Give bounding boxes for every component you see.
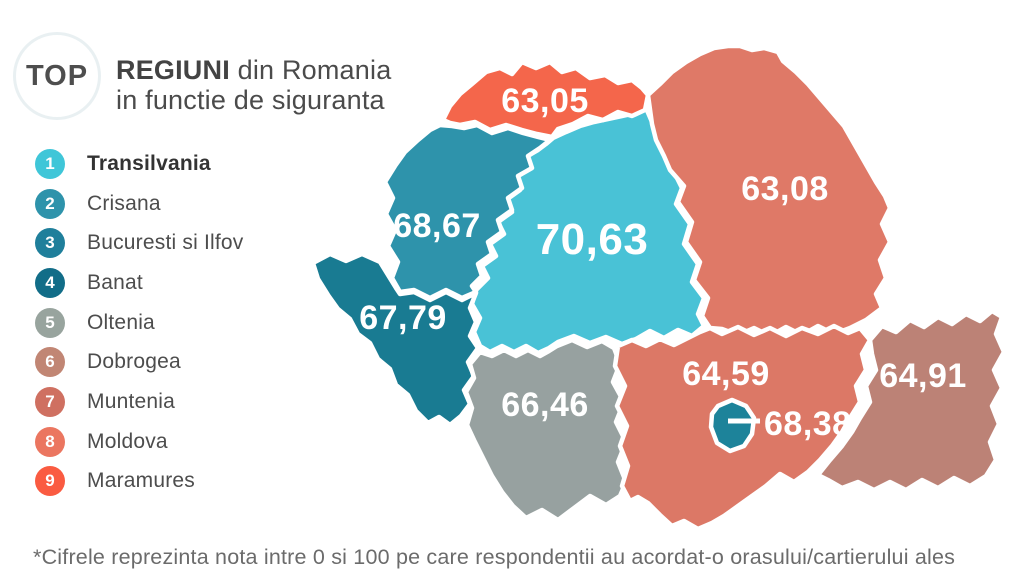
region-crisana [382,122,553,301]
region-moldova [645,43,893,339]
title-bold: REGIUNI [116,55,230,85]
score-oltenia: 66,46 [501,386,589,424]
ranking-item-maramures: 9 Maramures [35,462,244,502]
rank-badge: 9 [35,466,65,497]
ranking-item-bucuresti-si-ilfov: 3 Bucuresti si Ilfov [35,223,244,263]
rank-badge: 6 [35,347,65,378]
ranking-item-oltenia: 5 Oltenia [35,303,244,343]
region-name-label: Moldova [87,429,168,453]
score-dobrogea: 64,91 [879,357,967,395]
region-dobrogea [815,308,1007,493]
ranking-item-muntenia: 7 Muntenia [35,382,244,422]
ranking-item-transilvania: 1 Transilvania [35,144,244,184]
score-transilvania: 70,63 [536,215,649,264]
rank-badge: 7 [35,386,65,417]
footnote: *Cifrele reprezinta nota intre 0 si 100 … [33,545,956,569]
region-name-label: Bucuresti si Ilfov [87,231,244,255]
score-banat: 67,79 [359,299,447,337]
romania-region-map: 63,05 63,08 68,67 70,63 67,79 66,46 64,5… [310,43,1007,532]
region-maramures [440,59,651,140]
region-name-label: Oltenia [87,310,155,334]
title-line-1: REGIUNI din Romania [116,55,391,85]
score-moldova: 63,08 [741,170,829,208]
title-line-2: in functie de siguranta [116,85,385,115]
region-name-label: Crisana [87,191,161,215]
ranking-item-moldova: 8 Moldova [35,422,244,462]
score-maramures: 63,05 [501,82,589,120]
title-rest: din Romania [229,55,392,85]
score-muntenia: 64,59 [682,355,770,393]
score-crisana: 68,67 [393,207,481,245]
page-title: REGIUNI din Romania in functie de sigura… [116,55,391,115]
rank-badge: 8 [35,426,65,457]
top-badge: TOP [13,32,101,120]
rank-badge: 1 [35,148,65,179]
ranking-item-crisana: 2 Crisana [35,184,244,224]
ranking-item-dobrogea: 6 Dobrogea [35,342,244,382]
rank-badge: 5 [35,307,65,338]
region-name-label: Transilvania [87,151,211,175]
region-oltenia [463,337,629,523]
region-bucuresti-si-ilfov [708,397,757,454]
score-bucuresti-si-ilfov: 68,38 [764,405,852,443]
region-name-label: Dobrogea [87,350,181,374]
ranking-list: 1 Transilvania 2 Crisana 3 Bucuresti si … [35,144,244,501]
ranking-item-banat: 4 Banat [35,263,244,303]
rank-badge: 3 [35,228,65,259]
region-name-label: Banat [87,270,143,294]
region-name-label: Muntenia [87,389,175,413]
rank-badge: 2 [35,188,65,219]
rank-badge: 4 [35,267,65,298]
region-name-label: Maramures [87,469,195,493]
